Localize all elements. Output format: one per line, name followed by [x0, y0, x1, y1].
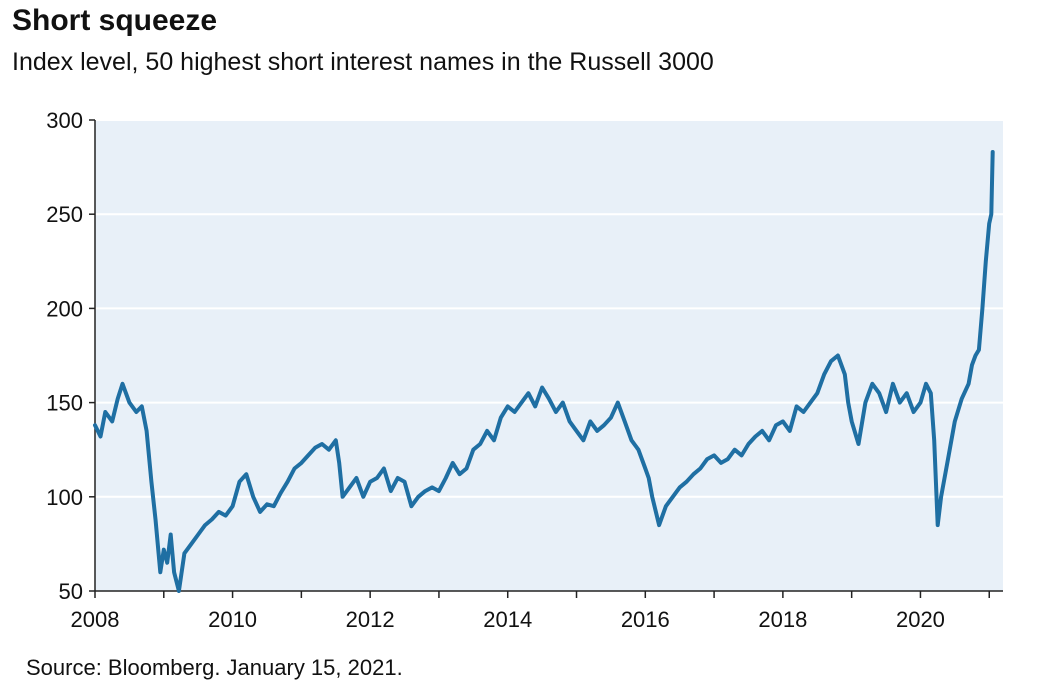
y-axis-ticks: 50 100 150 200 250 300 [46, 108, 95, 604]
x-tick-label: 2016 [621, 607, 670, 632]
x-tick-label: 2020 [896, 607, 945, 632]
y-tick-label: 100 [46, 485, 83, 510]
x-tick-label: 2008 [71, 607, 120, 632]
chart-subtitle: Index level, 50 highest short interest n… [12, 48, 714, 76]
plot-area-background [95, 120, 1003, 591]
gridlines [95, 119, 1003, 498]
x-tick-label: 2018 [758, 607, 807, 632]
x-tick-label: 2014 [483, 607, 532, 632]
series-line [93, 150, 995, 593]
x-axis-ticks: 2008 2010 2012 2014 2016 2018 2020 [71, 591, 990, 632]
x-tick-label: 2012 [346, 607, 395, 632]
y-tick-label: 250 [46, 202, 83, 227]
y-tick-label: 50 [59, 579, 83, 604]
source-note: Source: Bloomberg. January 15, 2021. [26, 655, 403, 680]
y-tick-label: 200 [46, 296, 83, 321]
y-tick-label: 150 [46, 391, 83, 416]
chart-title: Short squeeze [12, 4, 218, 37]
x-tick-label: 2010 [208, 607, 257, 632]
y-tick-label: 300 [46, 108, 83, 133]
